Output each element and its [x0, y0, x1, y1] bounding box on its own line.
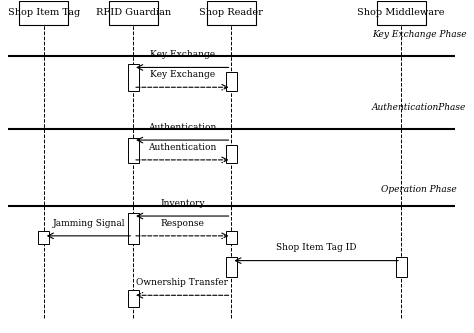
- Bar: [19, 1, 68, 25]
- Text: Response: Response: [160, 218, 204, 227]
- Text: Shop Item Tag ID: Shop Item Tag ID: [276, 243, 356, 252]
- Text: Operation Phase: Operation Phase: [381, 185, 457, 194]
- Bar: [226, 231, 237, 244]
- Bar: [226, 145, 237, 163]
- Bar: [109, 1, 158, 25]
- Text: RFID Guardian: RFID Guardian: [96, 8, 171, 17]
- Text: Key Exchange Phase: Key Exchange Phase: [372, 30, 466, 39]
- Bar: [207, 1, 256, 25]
- Text: Key Exchange: Key Exchange: [150, 50, 215, 59]
- Text: Authentication: Authentication: [148, 143, 217, 152]
- Text: Ownership Transfer: Ownership Transfer: [137, 278, 228, 287]
- Bar: [376, 1, 426, 25]
- Text: Inventory: Inventory: [160, 199, 205, 208]
- Text: Authentication: Authentication: [148, 123, 217, 132]
- Bar: [226, 72, 237, 91]
- Bar: [226, 257, 237, 277]
- Text: Key Exchange: Key Exchange: [150, 70, 215, 79]
- Text: Jamming Signal: Jamming Signal: [52, 218, 125, 227]
- Bar: [38, 231, 49, 244]
- Bar: [128, 64, 139, 91]
- Text: Shop Reader: Shop Reader: [200, 8, 264, 17]
- Bar: [128, 139, 139, 163]
- Bar: [395, 257, 407, 277]
- Bar: [128, 290, 139, 307]
- Text: Shop Middleware: Shop Middleware: [357, 8, 445, 17]
- Text: Shop Item Tag: Shop Item Tag: [8, 8, 80, 17]
- Bar: [128, 213, 139, 244]
- Text: AuthenticationPhase: AuthenticationPhase: [372, 103, 466, 112]
